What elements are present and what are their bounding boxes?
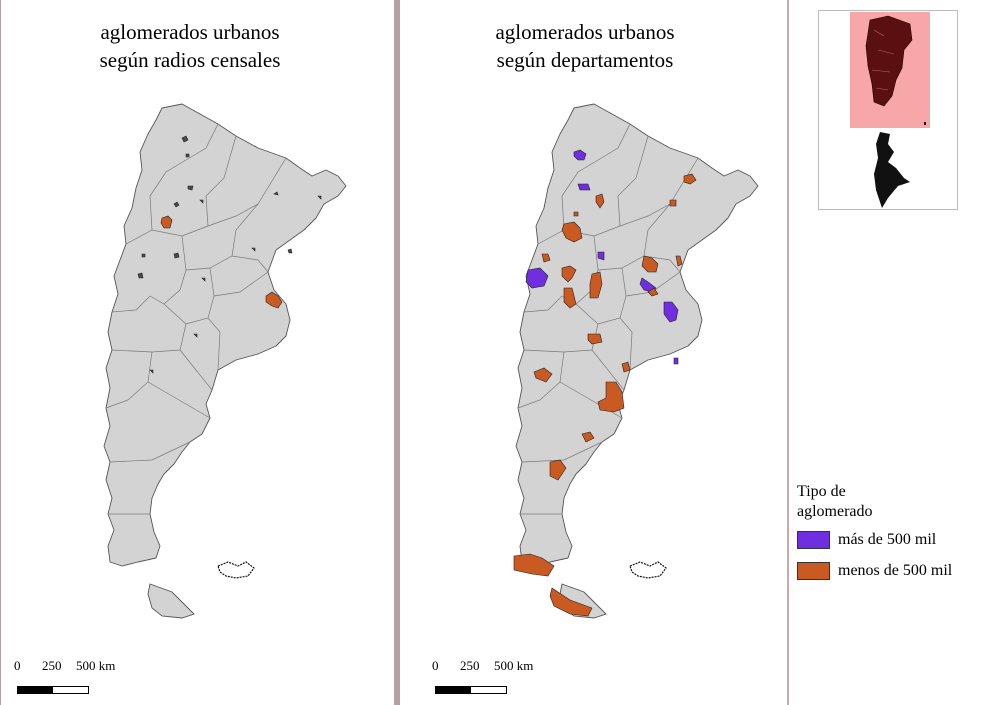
agglomeration-polygon [549, 459, 567, 481]
agglomeration-polygon [573, 211, 579, 217]
agglomeration-polygon [561, 221, 583, 243]
province-border [213, 271, 269, 297]
scale-bar-left [17, 686, 89, 694]
scale-label-0: 0 [14, 658, 21, 673]
agglomeration-polygon [149, 369, 154, 374]
agglomeration-polygon [187, 185, 194, 191]
agglomeration-polygon [317, 195, 322, 200]
inset-locator-map [818, 10, 958, 210]
province-border [561, 123, 631, 231]
agglomeration-polygon [561, 265, 577, 283]
agglomeration-polygon [669, 199, 677, 207]
province-border [149, 123, 219, 231]
agglomeration-polygon [683, 173, 697, 185]
province-border [205, 135, 237, 227]
province-border [179, 349, 213, 391]
agglomeration-polygon [273, 191, 279, 196]
agglomeration-polygon [265, 291, 283, 309]
province-border [207, 317, 221, 371]
map-title-departamentos: aglomerados urbanos según departamentos [495, 20, 675, 72]
agglomeration-polygon [181, 135, 189, 143]
agglomeration-polygon [673, 357, 679, 365]
agglomeration-polygon [563, 287, 577, 309]
agglomeration-polygon [193, 333, 198, 338]
agglomeration-polygon [675, 255, 683, 267]
agglomeration-polygon [199, 199, 204, 204]
province-border [147, 381, 211, 419]
panel-divider-right [787, 0, 789, 705]
tierra-del-fuego [147, 583, 195, 619]
islas-malvinas [217, 561, 255, 579]
scale-label-250: 250 [42, 658, 62, 673]
agglomeration-polygon [201, 277, 206, 282]
legend-label-large: más de 500 mil [838, 531, 937, 548]
agglomeration-polygon [577, 183, 591, 191]
map-argentina-radios [103, 103, 347, 619]
scale-label-500: 500 km [494, 658, 534, 673]
province-border [591, 349, 625, 391]
agglomeration-polygon [141, 253, 146, 258]
agglomeration-polygon [287, 248, 293, 254]
mainland [515, 103, 759, 567]
agglomeration-polygon [525, 267, 549, 289]
scale-label-500: 500 km [76, 658, 116, 673]
legend-title: Tipo de aglomerado [797, 483, 873, 520]
agglomeration-polygon [137, 272, 144, 279]
scale-label-0: 0 [432, 658, 439, 673]
legend-item-small: menos de 500 mil [797, 562, 952, 580]
agglomeration-polygon [597, 381, 625, 413]
agglomeration-polygon [595, 193, 605, 209]
province-border [231, 203, 259, 257]
agglomeration-polygon [573, 149, 587, 161]
map-argentina-departamentos [513, 103, 759, 619]
country-shape [513, 103, 759, 619]
agglomeration-polygon [621, 361, 631, 373]
agglomeration-polygon [160, 215, 173, 229]
legend-label-small: menos de 500 mil [838, 562, 953, 579]
agglomeration-polygon [549, 587, 593, 617]
province-border [559, 381, 623, 419]
legend-swatch-small [797, 562, 830, 580]
province-border [619, 317, 633, 371]
agglomeration-polygon [663, 301, 679, 323]
province-border [643, 203, 671, 257]
scale-label-250: 250 [460, 658, 480, 673]
agglomeration-polygon [597, 251, 605, 261]
panel-divider-left [0, 0, 1, 705]
agglomeration-polygon [251, 247, 256, 252]
agglomeration-polygon [173, 252, 180, 259]
scale-bar-right [435, 686, 507, 694]
inset-argentina-shape [865, 15, 913, 107]
agglomeration-polygon [581, 431, 595, 443]
province-border [517, 351, 565, 409]
agglomeration-polygon [185, 153, 190, 158]
legend-item-large: más de 500 mil [797, 531, 936, 549]
agglomeration-polygon [641, 255, 659, 273]
agglomeration-polygon [533, 367, 553, 383]
inset-antarctica-shape [874, 132, 910, 208]
agglomeration-polygon [587, 333, 603, 345]
agglomeration-polygon [541, 253, 551, 263]
agglomeration-polygon [647, 287, 659, 297]
province-border [617, 135, 649, 227]
islas-malvinas [629, 561, 667, 579]
province-border [111, 323, 187, 353]
agglomeration-polygon [513, 553, 555, 577]
agglomeration-polygon [173, 201, 180, 208]
panel-divider-middle [394, 0, 400, 705]
agglomeration-polygon [589, 271, 603, 299]
country-shape [103, 103, 347, 619]
province-border [105, 351, 153, 409]
legend-swatch-large [797, 531, 830, 549]
map-title-radios: aglomerados urbanos según radios censale… [99, 20, 281, 72]
province-border [109, 441, 191, 463]
province-border [521, 441, 603, 463]
